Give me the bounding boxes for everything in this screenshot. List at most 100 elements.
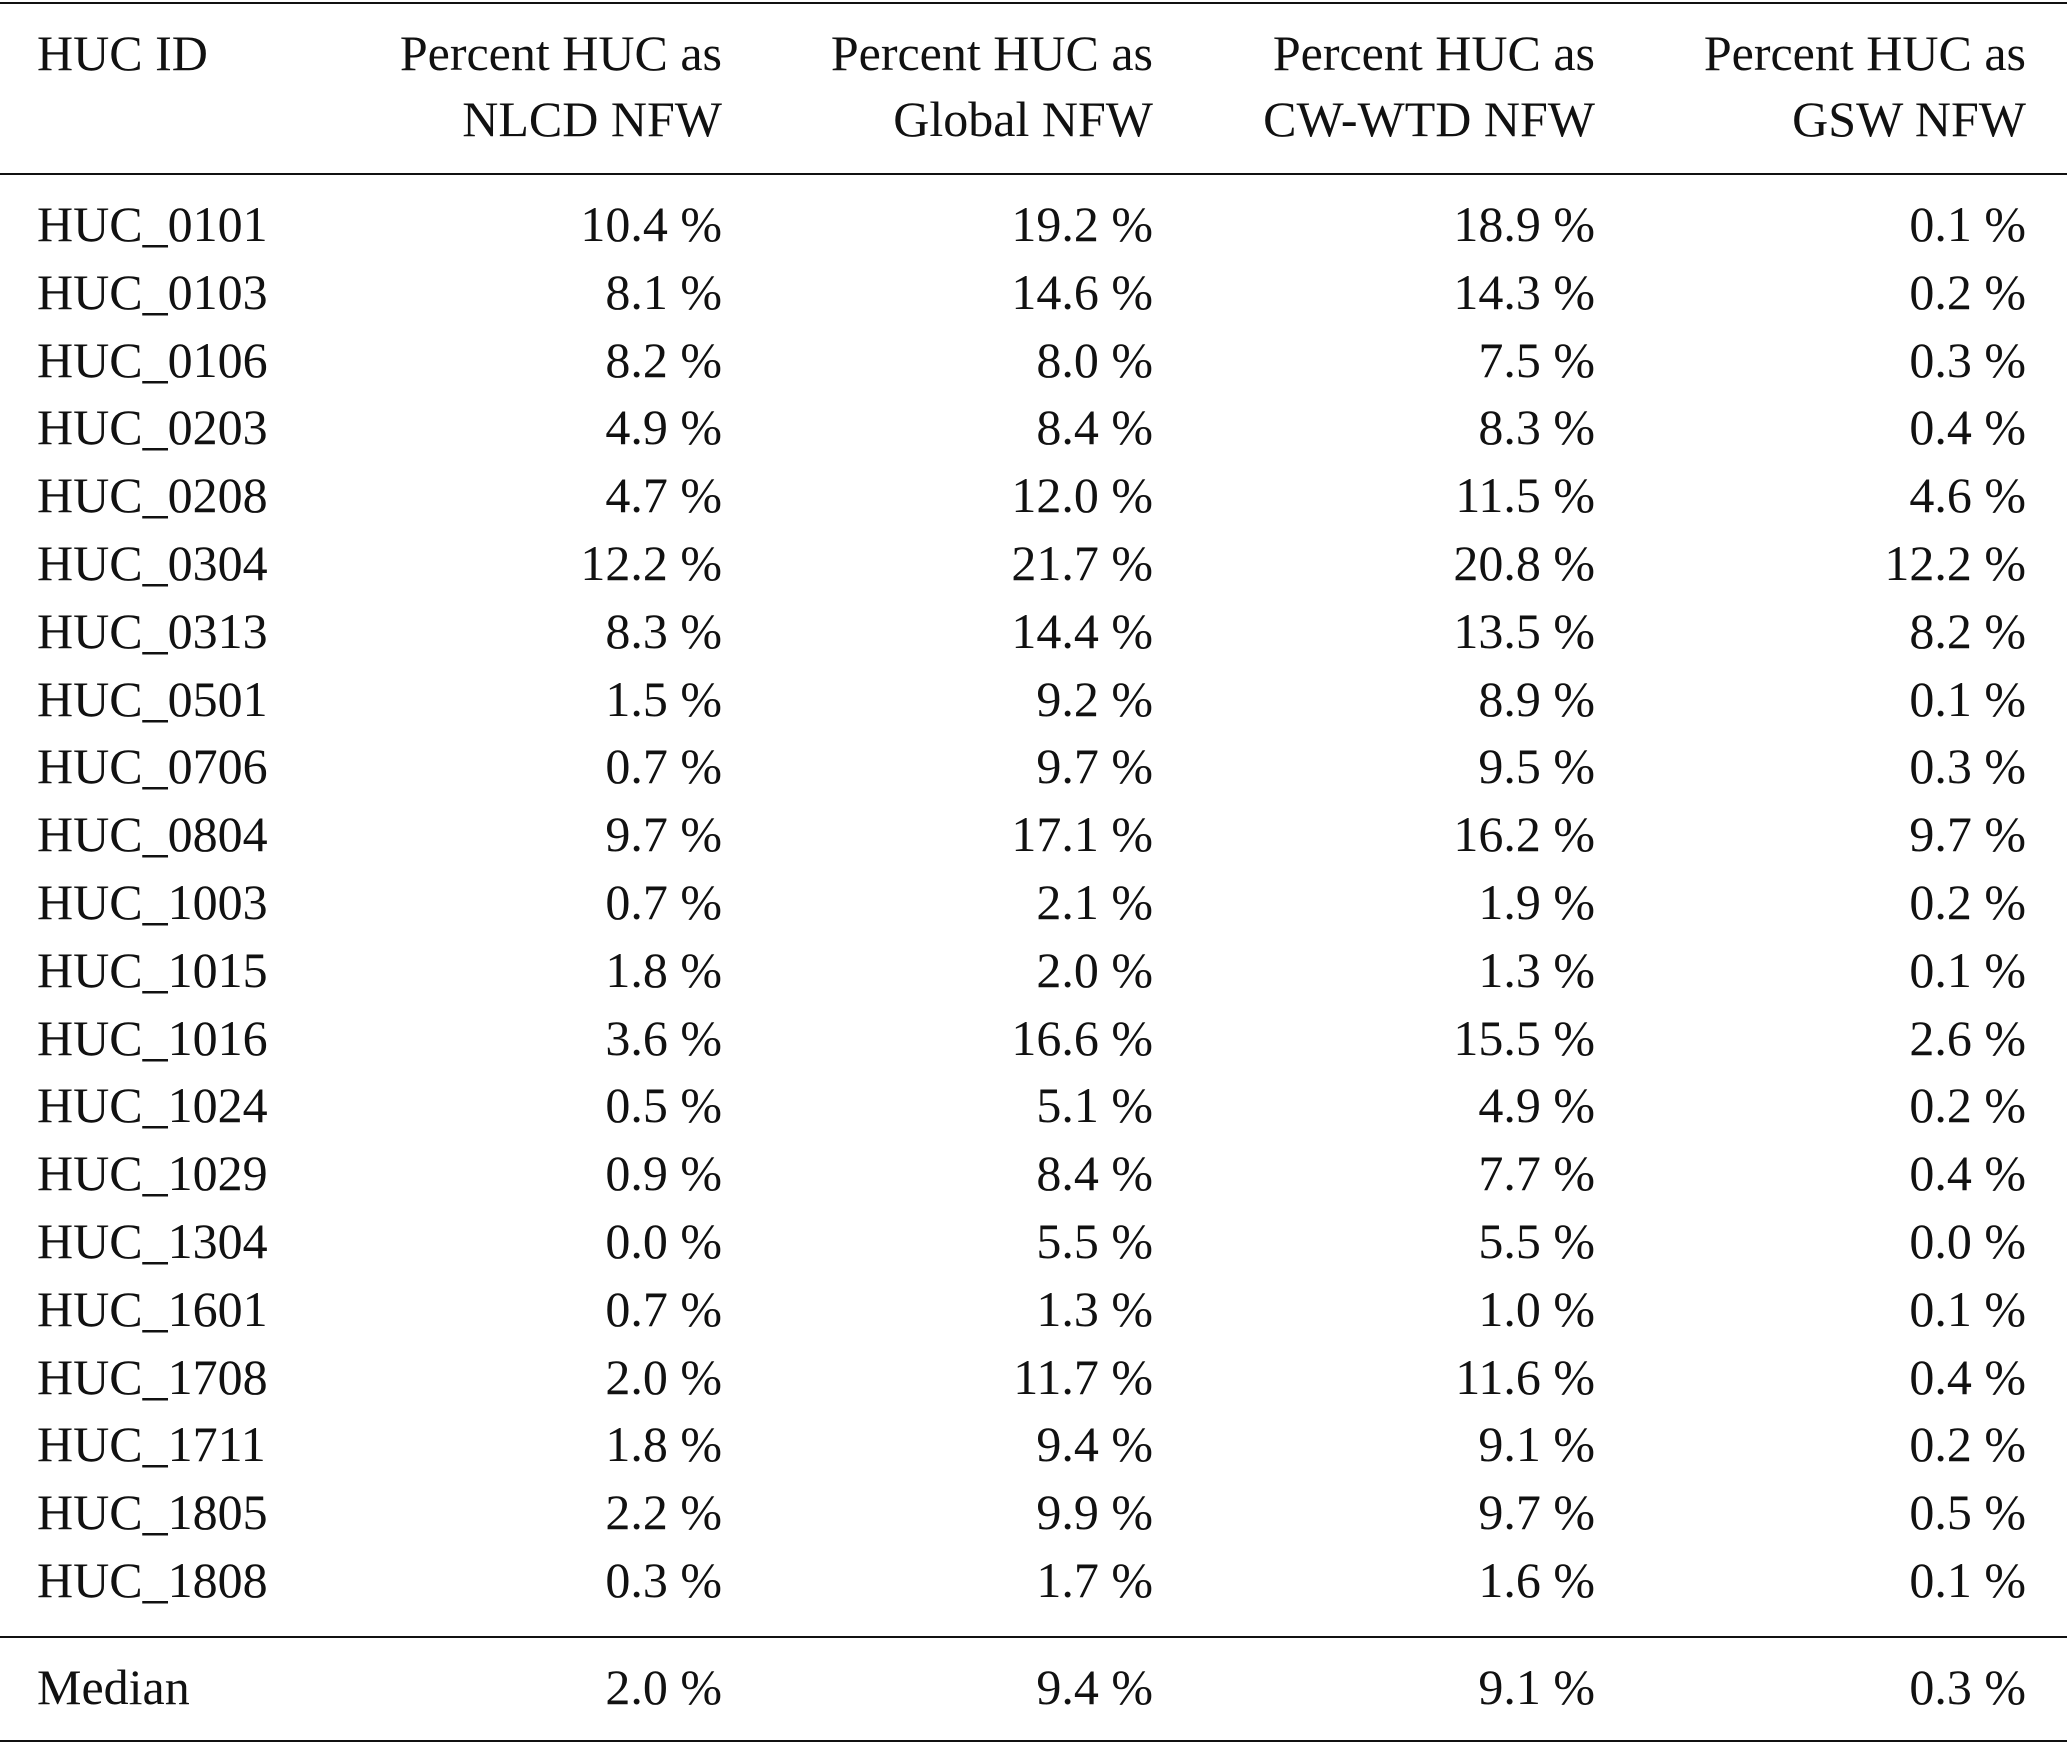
body-cell: 2.0 % [605,1348,722,1405]
body-cell: 14.6 % [1011,263,1153,320]
body-cell: 4.9 % [605,399,722,456]
body-cell: 0.0 % [1909,1213,2026,1269]
bottom-rule [0,1740,2067,1742]
body-cell: 4.7 % [605,467,722,524]
body-cell: 1.9 % [1478,874,1595,930]
body-cell: 15.5 % [1453,1009,1595,1066]
body-cell: 0.1 % [1909,1280,2026,1337]
body-cell: 14.3 % [1453,263,1595,320]
body-cell: HUC_0103 [37,263,268,320]
top-rule [0,2,2067,4]
body-cell: 1.3 % [1478,941,1595,998]
body-cell: 8.3 % [1478,399,1595,456]
header-cell: GSW NFW [1792,91,2026,147]
body-cell: HUC_0208 [37,467,268,524]
body-cell: HUC_0706 [37,738,268,795]
header-cell: HUC ID [37,25,208,81]
body-cell: 4.9 % [1478,1077,1595,1134]
body-cell: 8.9 % [1478,670,1595,727]
footer-cell: 0.3 % [1909,1659,2026,1715]
body-cell: 8.4 % [1036,399,1153,456]
body-cell: HUC_1016 [37,1009,268,1066]
body-cell: 10.4 % [580,196,722,252]
footer-cell: 2.0 % [605,1659,722,1715]
body-cell: 0.1 % [1909,941,2026,998]
body-cell: 8.0 % [1036,331,1153,388]
body-cell: 0.7 % [605,874,722,930]
body-cell: 9.2 % [1036,670,1153,727]
body-cell: HUC_1304 [37,1213,268,1269]
body-cell: 0.2 % [1909,263,2026,320]
body-cell: 0.4 % [1909,1145,2026,1202]
body-cell: 11.7 % [1013,1348,1153,1405]
body-cell: HUC_0304 [37,535,268,591]
body-cell: 5.5 % [1036,1213,1153,1269]
body-cell: 0.3 % [1909,331,2026,388]
body-cell: 16.2 % [1453,806,1595,863]
body-cell: 16.6 % [1011,1009,1153,1066]
body-cell: 4.6 % [1909,467,2026,524]
body-cell: 12.0 % [1011,467,1153,524]
body-cell: 1.6 % [1478,1552,1595,1608]
body-cell: 8.3 % [605,602,722,659]
body-cell: 1.8 % [605,941,722,998]
body-cell: 9.5 % [1478,738,1595,795]
body-cell: 19.2 % [1011,196,1153,252]
body-cell: 5.1 % [1036,1077,1153,1134]
header-cell: Percent HUC as [1272,25,1595,81]
body-cell: HUC_0101 [37,196,268,252]
body-cell: 0.9 % [605,1145,722,1202]
body-cell: HUC_1029 [37,1145,268,1202]
body-cell: HUC_1601 [37,1280,268,1337]
body-cell: 9.4 % [1036,1416,1153,1473]
body-cell: HUC_1003 [37,874,268,930]
body-rule [0,1636,2067,1638]
body-cell: 0.5 % [1909,1484,2026,1541]
body-cell: HUC_1708 [37,1348,268,1405]
body-cell: 12.2 % [1884,535,2026,591]
header-rule [0,173,2067,175]
footer-cell: Median [37,1659,190,1715]
header-cell: Percent HUC as [830,25,1153,81]
body-cell: 0.2 % [1909,1077,2026,1134]
body-cell: 2.6 % [1909,1009,2026,1066]
body-cell: 1.5 % [605,670,722,727]
body-cell: 11.5 % [1455,467,1595,524]
body-cell: 11.6 % [1455,1348,1595,1405]
body-cell: 13.5 % [1453,602,1595,659]
body-cell: 2.0 % [1036,941,1153,998]
header-cell: Percent HUC as [1703,25,2026,81]
header-cell: CW-WTD NFW [1263,91,1595,147]
body-cell: 1.7 % [1036,1552,1153,1608]
body-cell: 0.7 % [605,1280,722,1337]
body-cell: HUC_0106 [37,331,268,388]
body-cell: 9.7 % [1478,1484,1595,1541]
footer-cell: 9.4 % [1036,1659,1153,1715]
body-cell: 0.4 % [1909,399,2026,456]
body-cell: 7.7 % [1478,1145,1595,1202]
body-cell: 0.3 % [605,1552,722,1608]
body-cell: 5.5 % [1478,1213,1595,1269]
body-cell: 0.7 % [605,738,722,795]
body-cell: 0.0 % [605,1213,722,1269]
body-cell: HUC_0501 [37,670,268,727]
body-cell: 2.1 % [1036,874,1153,930]
body-cell: HUC_1711 [37,1416,266,1473]
body-cell: HUC_0313 [37,602,268,659]
body-cell: 0.1 % [1909,196,2026,252]
body-cell: 8.4 % [1036,1145,1153,1202]
body-cell: HUC_0203 [37,399,268,456]
body-cell: 0.4 % [1909,1348,2026,1405]
body-cell: 1.3 % [1036,1280,1153,1337]
body-cell: 21.7 % [1011,535,1153,591]
body-cell: HUC_1024 [37,1077,268,1134]
body-cell: 0.3 % [1909,738,2026,795]
body-cell: 3.6 % [605,1009,722,1066]
body-cell: 9.9 % [1036,1484,1153,1541]
body-cell: 7.5 % [1478,331,1595,388]
body-cell: HUC_1015 [37,941,268,998]
body-cell: 0.1 % [1909,1552,2026,1608]
body-cell: 1.8 % [605,1416,722,1473]
body-cell: 17.1 % [1011,806,1153,863]
